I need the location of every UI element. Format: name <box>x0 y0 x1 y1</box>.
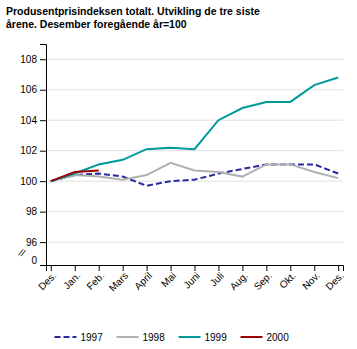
x-tick-label: Mars <box>107 270 131 294</box>
x-tick-label: April <box>132 270 154 292</box>
series-line <box>51 78 338 182</box>
x-axis: Des.Jan.Feb.MarsAprilMaiJuniJuliAug.Sep.… <box>36 265 346 293</box>
grid-line <box>46 181 343 182</box>
y-tick: 106 <box>20 84 46 95</box>
legend-label: 1998 <box>143 332 166 343</box>
legend-item: 2000 <box>241 332 290 343</box>
x-tick-label: Jan. <box>61 270 82 291</box>
y-tick-label: 100 <box>20 176 37 187</box>
y-tick-label: 104 <box>20 115 37 126</box>
y-tick-label: 106 <box>20 84 37 95</box>
x-tick-mark <box>338 265 339 271</box>
x-tick: Sep. <box>252 265 274 292</box>
grid <box>46 59 343 242</box>
legend-swatch <box>55 336 77 338</box>
grid-line <box>46 150 343 151</box>
x-tick-label: Aug. <box>228 270 250 292</box>
grid-line <box>46 59 343 60</box>
legend-label: 1999 <box>205 332 228 343</box>
legend-label: 1997 <box>81 332 104 343</box>
x-tick-label: Des. <box>323 270 345 292</box>
legend-item: 1999 <box>179 332 228 343</box>
x-tick-mark <box>290 265 291 271</box>
y-tick: 98 <box>26 206 46 217</box>
x-tick-label: Juni <box>181 270 202 291</box>
legend: 1997 1998 1999 2000 <box>55 332 290 343</box>
x-tick: Okt. <box>277 265 298 291</box>
legend-label: 2000 <box>267 332 290 343</box>
x-tick-mark <box>99 265 100 271</box>
x-tick-mark <box>171 265 172 271</box>
plot: 9698100102104106108Des.Jan.Feb.MarsApril… <box>18 45 346 294</box>
y-tick-mark <box>40 120 46 121</box>
x-tick-mark <box>147 265 148 271</box>
legend-item: 1998 <box>117 332 166 343</box>
x-tick-mark <box>242 265 243 271</box>
x-tick: Des. <box>323 265 345 292</box>
x-tick: April <box>132 265 154 292</box>
x-axis-line <box>47 266 344 272</box>
x-tick-mark <box>123 265 124 271</box>
x-tick: Des. <box>36 265 58 292</box>
y-tick-mark <box>40 90 46 91</box>
x-tick: Aug. <box>228 265 250 292</box>
annotations: 0 // <box>18 247 38 266</box>
y-tick: 102 <box>20 145 46 156</box>
lines <box>51 78 338 186</box>
y-tick-mark <box>40 242 46 243</box>
annotation: // <box>18 247 27 259</box>
y-tick-label: 108 <box>20 54 37 65</box>
y-axis-line <box>40 45 47 266</box>
y-tick-mark <box>40 59 46 60</box>
x-tick: Juni <box>181 265 202 291</box>
legend-swatch <box>179 336 201 338</box>
series-line <box>51 171 99 182</box>
grid-line <box>46 89 343 90</box>
legend-swatch <box>117 336 139 338</box>
x-tick-mark <box>266 265 267 271</box>
series-line <box>51 164 338 185</box>
x-tick-label: Nov. <box>300 270 322 292</box>
title: Produsentprisindeksen totalt. Utvikling … <box>6 5 260 30</box>
chart: Produsentprisindeksen totalt. Utvikling … <box>0 0 357 349</box>
x-tick-label: Okt. <box>277 270 298 291</box>
x-tick-mark <box>314 265 315 271</box>
y-tick-mark <box>40 151 46 152</box>
x-tick-label: Feb. <box>84 270 106 292</box>
x-tick-mark <box>51 265 52 271</box>
y-tick-mark <box>40 181 46 182</box>
x-tick-mark <box>218 265 219 271</box>
y-axis: 96 98 100 102 104 106 108 <box>20 45 46 266</box>
x-tick-label: Juli <box>208 270 226 288</box>
x-tick-label: Mai <box>159 270 178 289</box>
x-tick: Nov. <box>300 265 322 292</box>
y-tick-label: 98 <box>26 206 38 217</box>
annotation: 0 <box>31 255 37 266</box>
y-tick: 100 <box>20 176 46 187</box>
legend-swatch <box>241 336 263 338</box>
x-tick: Mai <box>159 265 178 289</box>
x-tick: Juli <box>208 265 226 288</box>
y-tick: 96 <box>26 237 46 248</box>
y-tick-label: 96 <box>26 237 38 248</box>
x-tick-mark <box>195 265 196 271</box>
x-tick-label: Des. <box>36 270 58 292</box>
y-tick: 108 <box>20 54 46 65</box>
x-tick-mark <box>75 265 76 271</box>
legend-item: 1997 <box>55 332 104 343</box>
x-tick: Jan. <box>61 265 82 291</box>
y-tick: 104 <box>20 115 46 126</box>
x-tick: Mars <box>107 265 131 293</box>
grid-line <box>46 120 343 121</box>
y-tick-label: 102 <box>20 145 37 156</box>
grid-line <box>46 211 343 212</box>
x-tick: Feb. <box>84 265 106 292</box>
y-tick-mark <box>40 212 46 213</box>
x-tick-label: Sep. <box>252 270 274 292</box>
grid-line <box>46 242 343 243</box>
